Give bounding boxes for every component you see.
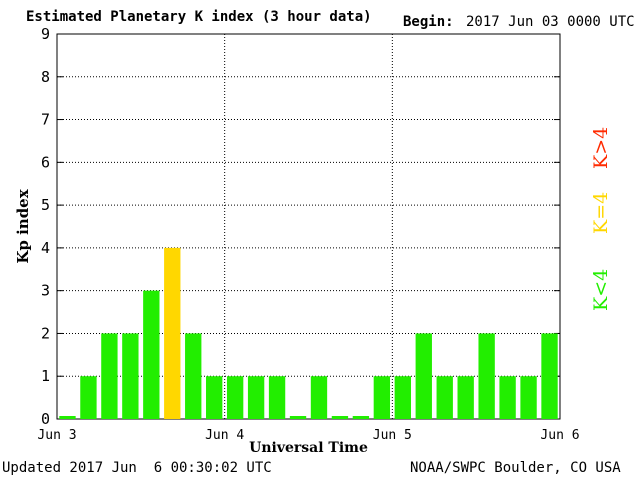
begin-value: 2017 Jun 03 0000 UTC bbox=[466, 14, 635, 30]
kp-bar bbox=[185, 333, 202, 419]
kp-bar bbox=[80, 376, 97, 419]
legend-k-equal-4: K=4 bbox=[590, 191, 612, 234]
x-tick-label: Jun 3 bbox=[37, 428, 76, 443]
kp-bar bbox=[352, 416, 370, 419]
kp-bar bbox=[394, 376, 411, 419]
y-tick-label: 4 bbox=[41, 239, 50, 257]
kp-bar bbox=[143, 290, 160, 419]
kp-bar bbox=[122, 333, 139, 419]
kp-bar bbox=[541, 333, 558, 419]
x-tick-label: Jun 4 bbox=[205, 428, 244, 443]
kp-bar bbox=[499, 376, 516, 419]
kp-bar bbox=[268, 376, 286, 419]
legend-k-above-4: K>4 bbox=[590, 126, 612, 169]
y-tick-label: 7 bbox=[41, 111, 50, 129]
y-tick-label: 5 bbox=[41, 196, 50, 214]
kp-bar bbox=[226, 376, 244, 419]
kp-bar bbox=[247, 376, 265, 419]
kp-bar bbox=[289, 416, 307, 419]
chart-title: Estimated Planetary K index (3 hour data… bbox=[26, 9, 372, 25]
updated-timestamp: Updated 2017 Jun 6 00:30:02 UTC bbox=[2, 460, 272, 476]
y-tick-label: 8 bbox=[41, 68, 50, 86]
plot-frame bbox=[56, 33, 561, 420]
y-tick-label: 9 bbox=[41, 25, 50, 43]
kp-bar bbox=[415, 333, 432, 419]
kp-bar bbox=[436, 376, 453, 419]
x-axis-label: Universal Time bbox=[249, 440, 368, 456]
begin-label: Begin: bbox=[403, 14, 454, 30]
kp-bar bbox=[206, 376, 223, 419]
kp-bar bbox=[520, 376, 537, 419]
kp-bar bbox=[373, 376, 391, 419]
x-tick-label: Jun 5 bbox=[373, 428, 412, 443]
y-axis-label: Kp index bbox=[14, 188, 32, 263]
legend-k-below-4: K<4 bbox=[590, 268, 612, 311]
kp-bar bbox=[331, 416, 349, 419]
kp-bar bbox=[101, 333, 118, 419]
y-tick-label: 6 bbox=[41, 153, 50, 171]
x-tick-label: Jun 6 bbox=[540, 428, 579, 443]
kp-bar bbox=[59, 416, 76, 419]
y-tick-label: 0 bbox=[41, 410, 50, 428]
source-credit: NOAA/SWPC Boulder, CO USA bbox=[410, 460, 621, 476]
kp-bar bbox=[164, 247, 181, 419]
kp-bar bbox=[478, 333, 495, 419]
kp-bar bbox=[457, 376, 474, 419]
kp-bar bbox=[310, 376, 328, 419]
y-tick-label: 2 bbox=[41, 324, 50, 342]
y-tick-label: 3 bbox=[41, 282, 50, 300]
y-tick-label: 1 bbox=[41, 367, 50, 385]
